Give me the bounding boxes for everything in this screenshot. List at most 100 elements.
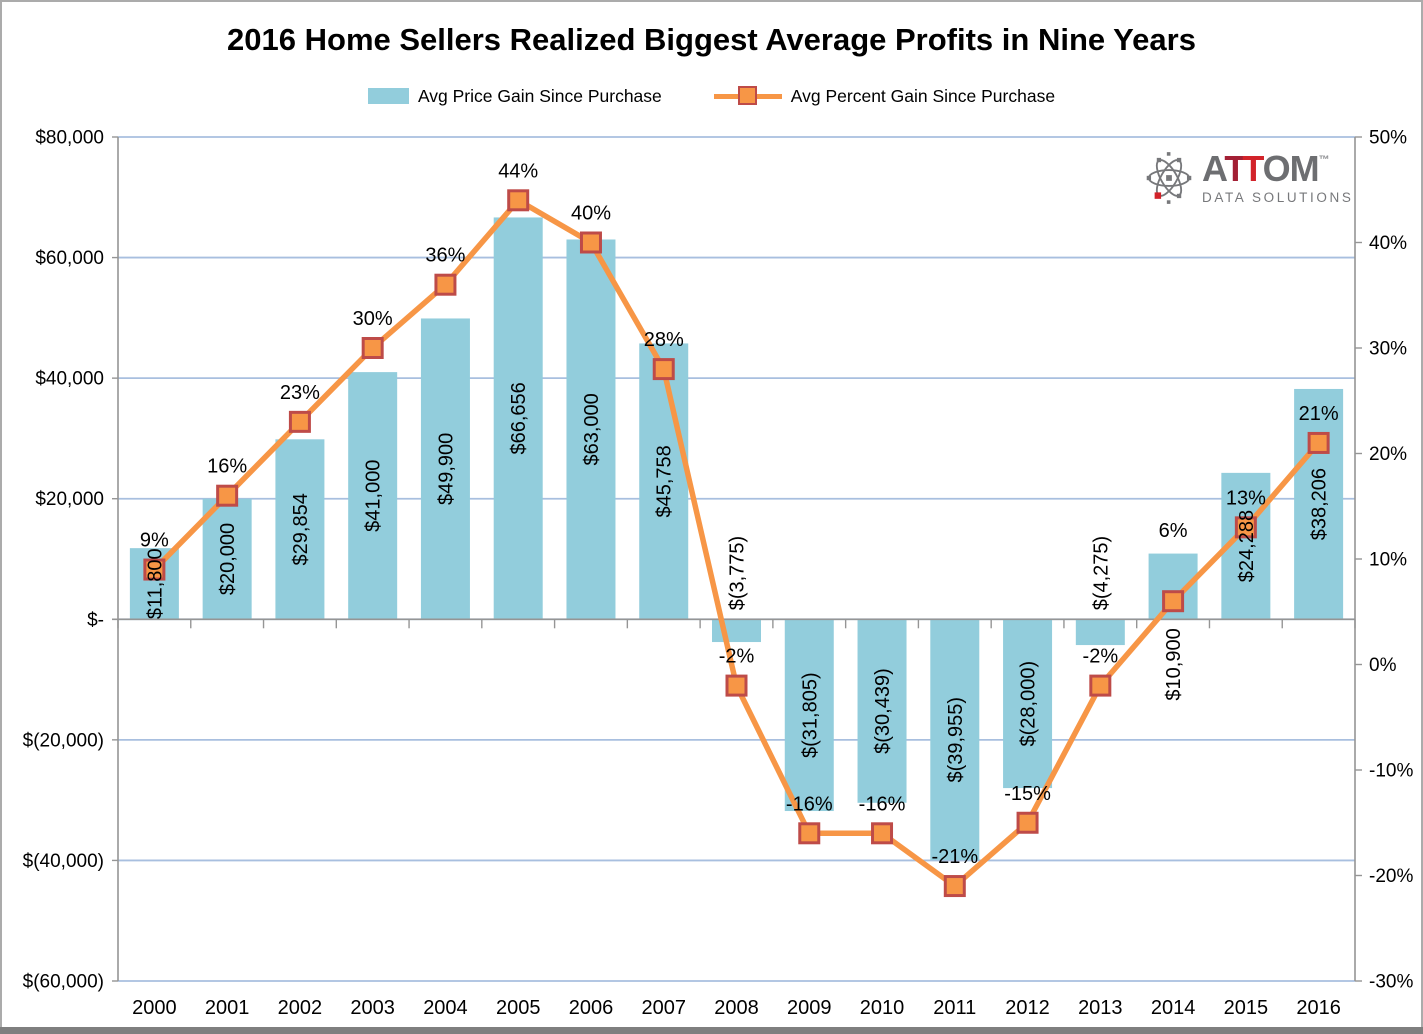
bar-series-swatch-icon <box>367 88 409 104</box>
marker-2010[interactable] <box>871 822 894 845</box>
legend-label-percent-gain: Avg Percent Gain Since Purchase <box>790 85 1056 106</box>
left-axis-label: $(40,000) <box>23 851 104 872</box>
bar-2012[interactable] <box>1003 619 1053 789</box>
right-axis-label: -10% <box>1369 761 1413 782</box>
bar-label-2001: $20,000 <box>217 523 239 595</box>
year-label-2002: 2002 <box>278 997 323 1019</box>
left-axis-label: $80,000 <box>35 128 104 149</box>
year-label-2006: 2006 <box>569 997 614 1019</box>
year-label-2011: 2011 <box>933 997 976 1019</box>
chart-title: 2016 Home Sellers Realized Biggest Avera… <box>227 22 1196 57</box>
year-label-2003: 2003 <box>350 997 395 1019</box>
left-axis-label: $40,000 <box>35 369 104 390</box>
year-label-2007: 2007 <box>641 997 686 1019</box>
attom-atom-icon <box>1146 152 1192 204</box>
line-series-swatch-icon <box>713 85 782 107</box>
percent-label-2009: -16% <box>786 793 833 815</box>
percent-label-2001: 16% <box>207 456 247 478</box>
bar-label-2012: $(28,000) <box>1018 661 1040 747</box>
legend: Avg Price Gain Since Purchase Avg Percen… <box>0 85 1423 107</box>
right-axis-label: 0% <box>1369 655 1397 676</box>
bar-2002[interactable] <box>275 439 325 620</box>
year-label-2004: 2004 <box>423 997 468 1019</box>
year-label-2008: 2008 <box>714 997 759 1019</box>
legend-item-price-gain[interactable]: Avg Price Gain Since Purchase <box>367 85 662 107</box>
bar-label-2016: $38,206 <box>1309 468 1331 540</box>
year-label-2012: 2012 <box>1005 997 1050 1019</box>
percent-label-2015: 13% <box>1226 487 1266 509</box>
year-label-2009: 2009 <box>787 997 832 1019</box>
percent-label-2008: -2% <box>719 646 755 668</box>
year-label-2014: 2014 <box>1151 997 1196 1019</box>
right-axis-label: 50% <box>1369 128 1407 149</box>
bar-2005[interactable] <box>493 217 543 620</box>
marker-2001[interactable] <box>216 484 239 507</box>
percent-label-2003: 30% <box>353 308 393 330</box>
attom-logo: ATTOM™ DATA SOLUTIONS <box>1146 151 1353 205</box>
attom-logo-tagline: DATA SOLUTIONS <box>1202 190 1354 205</box>
year-label-2005: 2005 <box>496 997 541 1019</box>
marker-2004[interactable] <box>434 273 457 296</box>
year-label-2000: 2000 <box>132 997 177 1019</box>
bar-2007[interactable] <box>639 343 689 620</box>
percent-label-2010: -16% <box>859 793 906 815</box>
bar-2003[interactable] <box>348 372 398 620</box>
percent-label-2006: 40% <box>571 203 611 225</box>
bar-label-2010: $(30,439) <box>872 668 894 754</box>
year-label-2015: 2015 <box>1224 997 1269 1019</box>
bar-2011[interactable] <box>930 619 980 861</box>
left-axis-label: $- <box>87 610 104 631</box>
bar-label-2011: $(39,955) <box>945 697 967 783</box>
percent-label-2014: 6% <box>1159 520 1188 542</box>
marker-2002[interactable] <box>288 410 311 433</box>
marker-2011[interactable] <box>943 875 966 898</box>
marker-2005[interactable] <box>507 189 530 212</box>
percent-label-2007: 28% <box>644 329 684 351</box>
legend-label-price-gain: Avg Price Gain Since Purchase <box>417 85 662 106</box>
percent-label-2016: 21% <box>1299 403 1339 425</box>
marker-2003[interactable] <box>361 337 384 359</box>
right-axis-label: 20% <box>1369 444 1407 465</box>
bar-2010[interactable] <box>857 619 907 803</box>
percent-label-2011: -21% <box>931 846 978 868</box>
year-label-2013: 2013 <box>1078 997 1123 1019</box>
right-axis-label: -30% <box>1369 972 1413 993</box>
window-bottom-edge <box>0 1027 1423 1034</box>
marker-2016[interactable] <box>1307 431 1330 454</box>
marker-2012[interactable] <box>1016 811 1039 834</box>
attom-logo-word: ATTOM™ <box>1202 148 1330 189</box>
bar-label-2007: $45,758 <box>654 445 676 517</box>
marker-2014[interactable] <box>1162 590 1185 613</box>
bar-label-2003: $41,000 <box>363 460 385 532</box>
bar-label-2006: $63,000 <box>581 393 603 465</box>
year-label-2016: 2016 <box>1296 997 1341 1019</box>
legend-item-percent-gain[interactable]: Avg Percent Gain Since Purchase <box>713 85 1056 107</box>
bar-2006[interactable] <box>566 239 616 620</box>
percent-label-2000: 9% <box>140 530 169 552</box>
marker-2008[interactable] <box>725 674 748 697</box>
bar-label-2005: $66,656 <box>508 382 530 454</box>
right-axis-label: 30% <box>1369 339 1407 360</box>
bar-label-2000: $11,800 <box>144 548 166 619</box>
marker-2015[interactable] <box>1234 516 1257 539</box>
bar-label-2002: $29,854 <box>290 493 312 565</box>
percent-label-2005: 44% <box>498 160 538 182</box>
right-axis-label: -20% <box>1369 866 1413 887</box>
marker-2006[interactable] <box>579 231 602 254</box>
percent-label-2002: 23% <box>280 382 320 404</box>
percent-label-2012: -15% <box>1004 783 1051 805</box>
marker-2000[interactable] <box>143 558 166 581</box>
bar-2001[interactable] <box>202 498 252 620</box>
bar-2004[interactable] <box>420 318 470 620</box>
bar-2013[interactable] <box>1075 619 1125 646</box>
marker-2007[interactable] <box>652 358 675 381</box>
bar-2016[interactable] <box>1294 388 1344 620</box>
bar-label-2004: $49,900 <box>435 433 457 505</box>
bar-2009[interactable] <box>784 619 834 812</box>
marker-2013[interactable] <box>1089 674 1112 697</box>
left-axis-label: $60,000 <box>35 248 104 269</box>
bar-label-2013: $(4,275) <box>1090 536 1112 611</box>
marker-2009[interactable] <box>798 822 821 845</box>
